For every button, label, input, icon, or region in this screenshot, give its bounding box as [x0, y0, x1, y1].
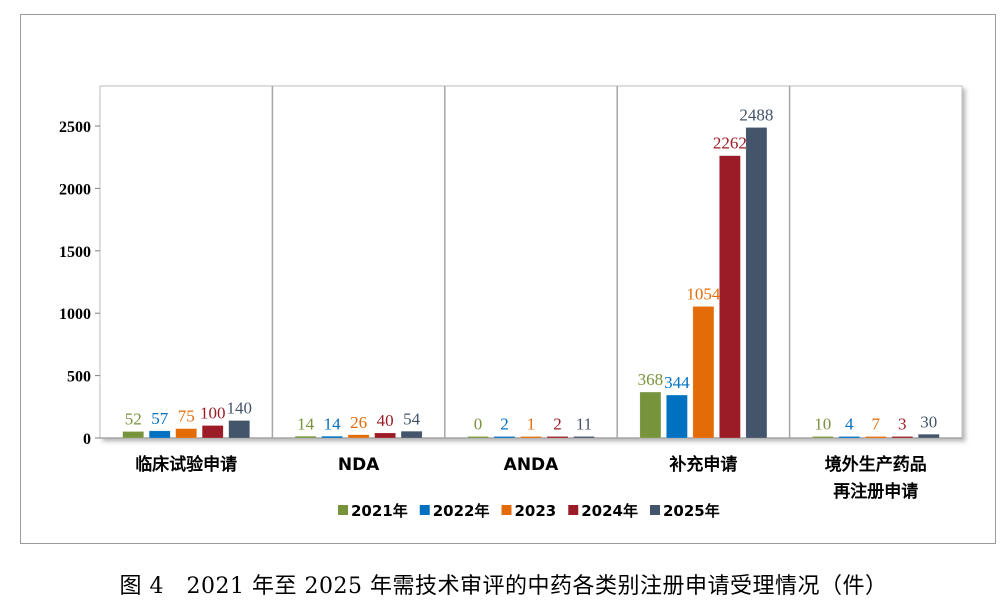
y-tick-label: 500	[67, 369, 91, 386]
bar	[573, 436, 595, 439]
data-label: 7	[872, 415, 881, 434]
category-label: NDA	[338, 455, 380, 475]
category-label: ANDA	[504, 455, 559, 475]
data-label: 3	[898, 415, 907, 434]
data-label: 10	[814, 415, 831, 434]
y-axis: 0 500 1000 1500 2000 2500	[59, 119, 100, 448]
bar	[321, 436, 343, 439]
data-label: 57	[151, 409, 169, 428]
data-label: 11	[576, 415, 592, 434]
data-label: 26	[350, 413, 367, 432]
bar	[719, 155, 741, 439]
bar	[228, 420, 250, 439]
legend-label: 2024年	[581, 502, 638, 520]
legend-label: 2025年	[663, 502, 720, 520]
category-label: 临床试验申请	[135, 454, 237, 475]
bar	[201, 425, 224, 439]
bar	[666, 394, 688, 439]
data-label: 140	[226, 399, 252, 418]
data-label: 4	[845, 415, 854, 434]
data-label: 344	[664, 373, 690, 392]
bar	[891, 436, 914, 439]
data-label: 0	[474, 415, 483, 434]
bar	[838, 436, 861, 439]
data-label: 100	[200, 404, 226, 423]
data-label: 1054	[686, 284, 721, 303]
bar	[122, 431, 144, 439]
y-tick-label: 0	[83, 431, 91, 448]
data-label: 2	[553, 415, 562, 434]
bar	[467, 436, 489, 439]
bar	[175, 428, 197, 439]
data-label: 2488	[739, 105, 773, 124]
legend: 2021年 2022年 2023 2024年 2025年	[338, 502, 720, 520]
bar	[692, 306, 715, 439]
legend-swatch	[568, 505, 579, 515]
y-tick-label: 1500	[59, 244, 91, 261]
legend-swatch	[501, 505, 512, 515]
data-label: 368	[638, 370, 664, 389]
bar	[374, 432, 396, 439]
bar	[294, 436, 317, 439]
bar	[148, 430, 171, 439]
plot-border	[99, 85, 963, 439]
data-label: 30	[920, 412, 937, 431]
bar	[812, 436, 834, 439]
bar	[745, 127, 768, 439]
category-label: 再注册申请	[833, 481, 918, 502]
data-label: 2262	[713, 134, 747, 153]
data-label: 14	[324, 414, 342, 433]
category-label: 补充申请	[668, 454, 737, 475]
y-tick-label: 2500	[59, 119, 91, 136]
plot-area	[99, 85, 963, 439]
legend-label: 2022年	[433, 502, 490, 520]
category-label: 境外生产药品	[825, 454, 927, 475]
data-label: 52	[125, 410, 142, 429]
legend-swatch	[650, 505, 660, 515]
legend-label: 2021年	[351, 502, 408, 520]
y-tick-label: 1000	[59, 306, 91, 323]
bar	[546, 436, 569, 439]
bar	[347, 434, 370, 439]
data-label: 1	[527, 415, 536, 434]
bar	[520, 436, 542, 439]
data-label: 54	[403, 409, 421, 428]
data-label: 40	[377, 411, 394, 430]
bar	[400, 431, 423, 439]
bar	[918, 434, 940, 439]
bars	[122, 127, 940, 439]
y-tick-label: 2000	[59, 181, 91, 198]
data-label: 14	[297, 414, 315, 433]
bar	[639, 391, 662, 439]
bar	[865, 436, 887, 439]
data-label: 2	[500, 415, 509, 434]
legend-label: 2023	[515, 502, 557, 520]
legend-swatch	[338, 505, 348, 515]
legend-swatch	[419, 505, 430, 515]
bar	[493, 436, 516, 439]
figure-caption: 图 4 2021 年至 2025 年需技术审评的中药各类别注册申请受理情况（件）	[119, 574, 888, 599]
data-label: 75	[178, 407, 195, 426]
